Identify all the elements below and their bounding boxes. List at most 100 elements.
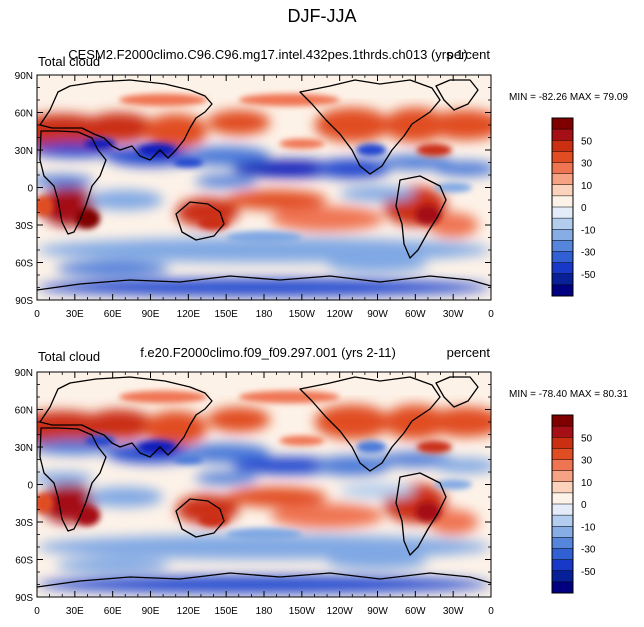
panel-1-coast-antarctica — [36, 275, 492, 291]
field-anomaly-24 — [55, 261, 170, 277]
field-anomaly-19 — [270, 206, 384, 232]
field-anomaly-3 — [144, 113, 208, 149]
colorbar-swatch — [552, 184, 573, 197]
x-tick-label: 120E — [177, 606, 201, 617]
field-detail-3 — [173, 454, 204, 465]
x-tick-label: 180 — [256, 606, 273, 617]
y-tick-label: 90N — [15, 368, 33, 379]
colorbar-swatch — [552, 548, 573, 560]
x-tick-label: 90W — [367, 309, 388, 320]
panel-1-y-axis: 90N 60N 30N 0 30S 60S 90S — [15, 71, 491, 307]
colorbar-swatch — [552, 426, 573, 438]
field-anomaly-7 — [427, 407, 491, 437]
y-tick-label: 0 — [27, 481, 33, 492]
field-anomaly-22 — [37, 237, 491, 263]
x-tick-label: 60E — [104, 606, 122, 617]
field-anomaly-14 — [434, 161, 491, 177]
panel-1-frame — [36, 74, 492, 301]
panel-2-field — [37, 372, 491, 597]
field-anomaly-10 — [182, 146, 271, 167]
field-detail-9 — [198, 512, 229, 527]
field-detail-12 — [37, 196, 54, 217]
field-detail-13 — [238, 390, 340, 404]
colorbar-swatch — [552, 515, 573, 527]
colorbar-label: 30 — [581, 159, 593, 170]
x-tick-label: 60E — [104, 309, 122, 320]
colorbar-swatch — [552, 273, 573, 286]
x-tick-label: 0 — [34, 309, 40, 320]
field-detail-5 — [356, 440, 387, 454]
x-tick-label: 0 — [34, 606, 40, 617]
panel-1-field — [37, 75, 491, 300]
colorbar-swatch — [552, 470, 573, 482]
panel-2-coast-south-america — [395, 472, 447, 556]
field-detail-8 — [415, 205, 441, 225]
field-detail-3 — [173, 157, 204, 168]
y-tick-label: 0 — [27, 184, 33, 195]
colorbar-swatch — [552, 448, 573, 460]
field-anomaly-23 — [37, 278, 491, 297]
field-detail-11 — [434, 182, 473, 193]
panel-1-subtitle-left: Total cloud — [38, 54, 100, 69]
x-tick-label: 180 — [256, 309, 273, 320]
panel-1-coast-north-america — [299, 79, 441, 175]
panel-1-subtitle-center: CESM2.F2000climo.C96.C96.mg17.intel.432p… — [68, 47, 468, 62]
field-anomaly-11 — [232, 160, 346, 178]
panel-2-coastlines — [36, 376, 492, 588]
colorbar-swatch — [552, 162, 573, 174]
field-anomaly-20 — [87, 487, 164, 507]
y-tick-label: 60S — [15, 259, 33, 270]
panel-2-coast-africa — [39, 427, 107, 532]
colorbar-swatch — [552, 140, 573, 152]
x-tick-label: 90W — [367, 606, 388, 617]
colorbar-swatch — [552, 570, 573, 583]
colorbar-swatch — [552, 118, 573, 130]
x-tick-label: 90E — [142, 309, 160, 320]
x-tick-label: 120E — [177, 309, 201, 320]
panel-2-coast-north-america — [299, 376, 441, 472]
field-anomaly-7 — [427, 110, 491, 140]
field-anomaly-20 — [87, 190, 164, 210]
field-detail-8 — [415, 502, 441, 522]
x-tick-label: 0 — [488, 309, 494, 320]
x-tick-label: 60W — [405, 606, 426, 617]
field-anomaly-24 — [55, 558, 170, 574]
field-anomaly-6 — [383, 107, 447, 143]
y-tick-label: 60N — [15, 109, 33, 120]
y-tick-label: 90S — [15, 296, 33, 307]
field-detail-2 — [137, 143, 176, 157]
field-detail-9 — [198, 215, 229, 230]
colorbar-swatch — [552, 559, 573, 571]
colorbar-label: 50 — [581, 136, 593, 147]
field-anomaly-4 — [207, 407, 271, 432]
y-tick-label: 30S — [15, 518, 33, 529]
field-anomaly-28 — [427, 509, 479, 535]
field-anomaly-2 — [83, 112, 155, 143]
colorbar-swatch — [552, 229, 573, 241]
field-anomaly-3 — [144, 410, 208, 446]
colorbar-label: -50 — [581, 567, 596, 578]
field-anomaly-25 — [327, 554, 428, 570]
colorbar-label: -10 — [581, 225, 596, 236]
panel-1-subtitle-right: percent — [447, 47, 491, 62]
field-anomaly-26 — [194, 472, 258, 485]
field-anomaly-10 — [182, 443, 271, 464]
y-tick-label: 30N — [15, 146, 33, 157]
colorbar-swatch — [552, 284, 573, 297]
field-anomaly-13 — [377, 452, 454, 467]
field-anomaly-6 — [383, 404, 447, 440]
field-anomaly-13 — [377, 155, 454, 170]
colorbar-swatch — [552, 173, 573, 185]
x-tick-label: 150E — [214, 606, 238, 617]
colorbar-swatch — [552, 481, 573, 494]
panel-1-coast-australia — [175, 201, 225, 241]
field-anomaly-14 — [434, 458, 491, 474]
field-detail-14 — [118, 390, 208, 404]
y-tick-label: 30N — [15, 443, 33, 454]
colorbar-swatch — [552, 415, 573, 427]
field-anomaly-18 — [226, 487, 328, 507]
colorbar-swatch — [552, 492, 573, 505]
panel-2-coast-antarctica — [36, 572, 492, 588]
colorbar-swatch — [552, 504, 573, 516]
